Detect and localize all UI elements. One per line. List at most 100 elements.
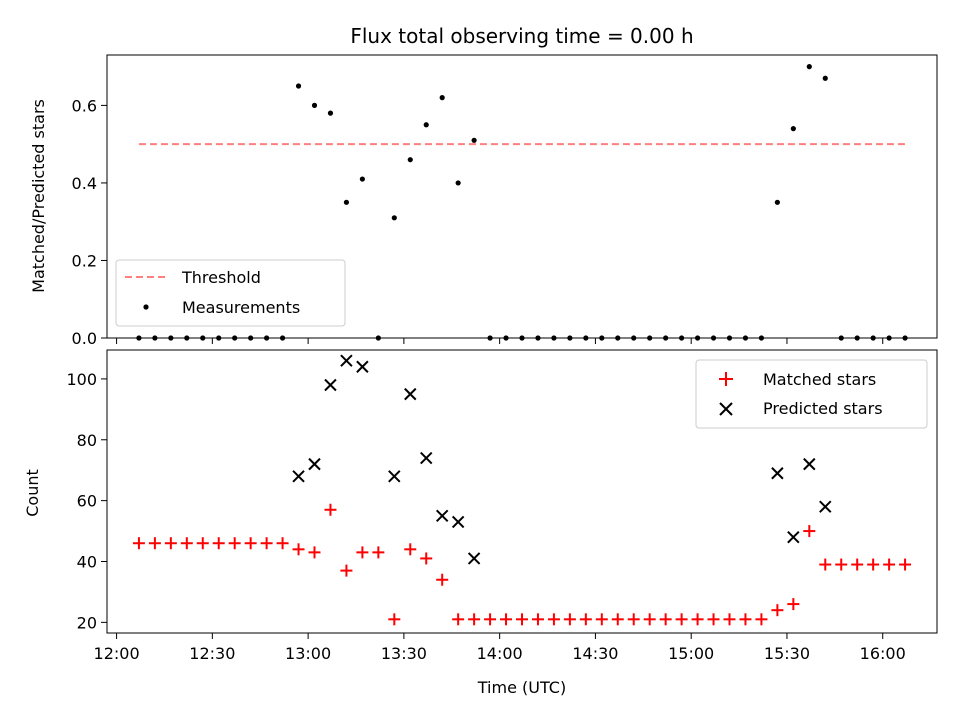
top-plot-frame [106,54,938,339]
matched-star-point [356,546,369,559]
matched-star-point [691,613,704,626]
matched-star-point [835,558,848,571]
matched-star-point [851,558,864,571]
matched-star-point [883,558,896,571]
matched-star-point [212,537,225,550]
predicted-star-stroke [819,500,832,513]
predicted-star-stroke [356,360,369,373]
top-y-tick-label: 0.4 [72,174,97,193]
legend-measurements-swatch [143,304,149,310]
measurement-point [359,176,365,182]
predicted-star-point [420,451,433,465]
matched-star-point [292,543,305,556]
matched-star-point [787,598,800,611]
matched-star-point [595,613,608,626]
predicted-star-point [435,509,449,523]
matched-star-point [579,613,592,626]
measurement-point [327,110,334,116]
x-axis-label: Time (UTC) [477,678,566,697]
bottom-x-tick-label: 14:30 [572,644,618,663]
predicted-star-stroke [324,378,337,392]
predicted-star-point [388,470,401,483]
predicted-star-point [324,378,337,392]
legend-predicted-label: Predicted stars [763,399,883,418]
matched-star-point [276,537,289,550]
bottom-x-tick-label: 15:30 [764,644,810,663]
bottom-x-tick-label: 14:00 [477,644,523,663]
matched-star-point [516,613,528,626]
bottom-legend: Matched stars Predicted stars [695,359,928,429]
matched-star-point [308,546,321,559]
bottom-legend-box [695,359,928,429]
measurement-point [455,180,461,186]
predicted-stars-points [292,354,832,565]
matched-star-point [500,613,513,626]
matched-star-point [819,558,832,571]
predicted-star-stroke [435,509,449,523]
predicted-star-stroke [404,387,417,401]
bottom-y-tick-label: 40 [77,552,97,571]
legend-predicted-swatch [719,402,733,416]
top-legend-box [115,259,346,327]
matched-star-point [484,613,497,626]
matched-star-point [659,613,672,626]
measurement-point [343,199,350,205]
matched-star-point [675,613,688,626]
measurement-point [295,83,302,89]
matched-star-point [452,613,465,626]
matched-star-point [867,558,880,571]
bottom-x-tick-label: 15:00 [668,644,714,663]
bottom-x-tick-label: 13:00 [285,644,331,663]
measurement-point [407,157,413,163]
matched-stars-points [132,503,912,626]
measurement-point [774,199,780,205]
measurement-point [439,95,445,101]
measurement-point [391,215,397,221]
top-y-tick-label: 0.0 [72,329,97,348]
measurement-point [311,102,318,108]
matched-star-point [707,613,720,626]
matched-star-point [132,537,145,550]
predicted-star-point [787,530,800,544]
bottom-x-tick-label: 13:30 [381,644,427,663]
measurement-point [822,75,828,81]
predicted-star-point [308,457,321,471]
legend-matched-label: Matched stars [763,370,876,389]
matched-star-point [244,537,257,550]
legend-matched-swatch [719,372,733,386]
predicted-star-stroke [787,530,800,544]
matched-star-point [388,613,401,626]
predicted-star-stroke [308,457,321,471]
top-y-tick-label: 0.2 [72,251,97,270]
measurement-point [423,122,429,128]
matched-star-point [899,558,912,571]
predicted-star-stroke [451,515,465,529]
predicted-star-stroke [420,451,433,465]
predicted-star-stroke [292,470,305,483]
bottom-y-tick-label: 60 [77,492,97,511]
measurement-point [471,137,477,143]
matched-star-point [771,604,784,617]
matched-star-point [531,613,544,626]
bottom-y-tick-label: 100 [66,370,97,389]
bottom-x-ticks: 12:00 12:30 13:00 13:30 14:00 14:30 15:00 15:30… [94,633,906,663]
matched-star-point [340,564,353,577]
matched-star-point [372,546,385,559]
predicted-star-point [292,470,305,483]
matched-star-point [723,613,736,626]
predicted-star-point [356,360,369,373]
matched-star-point [468,613,481,626]
legend-threshold-label: Threshold [181,268,261,287]
matched-star-point [180,537,193,550]
matched-star-point [260,537,273,550]
matched-star-point [755,613,768,626]
predicted-star-stroke [340,354,353,367]
predicted-star-stroke [388,470,401,483]
bottom-x-tick-label: 12:00 [94,644,140,663]
matched-star-point [643,613,656,626]
predicted-star-point [340,354,353,367]
matched-star-point [420,552,433,565]
matched-star-point [228,537,241,550]
chart-title: Flux total observing time = 0.00 h [350,24,693,48]
